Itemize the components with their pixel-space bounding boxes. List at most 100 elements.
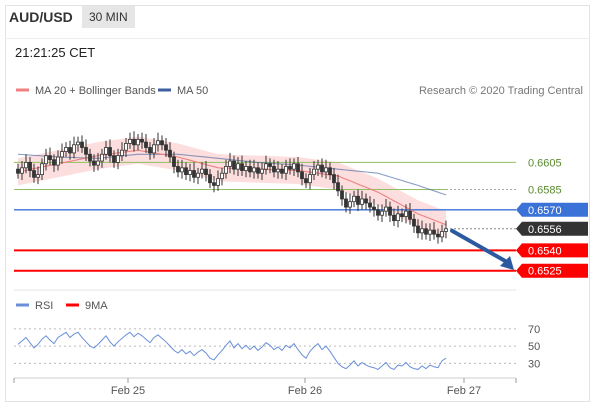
candle-body [392,214,396,222]
candle-body [336,182,340,192]
candle-body [44,155,48,165]
candle-body [444,228,448,232]
x-tick-label: Feb 25 [111,385,145,397]
candle-body [380,210,384,216]
candle-body [268,163,272,167]
candle-body [120,149,124,157]
candle-body [352,195,356,203]
price-legend: MA 20 + Bollinger Bands MA 50 [16,85,208,97]
candle-body [128,138,132,144]
level-tag-0.6570 [516,202,588,217]
candle-body [372,206,376,211]
candle-body [236,163,240,170]
candle-body [92,160,96,166]
candle-body [172,156,176,167]
level-label-0.6525: 0.6525 [528,266,562,278]
x-tick-label: Feb 26 [288,385,322,397]
candle-body [68,147,72,154]
candle-body [308,174,312,184]
candle-body [196,172,200,178]
candle-body [112,155,116,163]
candle-body [360,198,364,205]
candle-body [108,147,112,157]
candle-body [184,167,188,175]
candle-body [148,147,152,154]
time-label: 21:21:25 CET [15,45,96,60]
candle-body [164,144,168,151]
candle-body [364,198,368,204]
candlesticks [16,131,448,244]
candle-body [64,147,68,152]
candle-body [228,160,232,167]
candle-body [248,166,252,173]
candle-body [280,168,284,174]
x-axis: Feb 25 Feb 26 Feb 27 [13,377,517,397]
candle-body [72,144,76,154]
candle-body [212,182,216,186]
candle-body [256,167,260,174]
level-label-0.6556: 0.6556 [528,224,562,236]
candle-body [56,156,60,166]
timeframe-button[interactable]: 30 MIN [82,6,135,28]
candle-body [264,163,268,170]
candle-body [408,210,412,220]
candle-body [216,178,220,186]
candle-body [424,228,428,235]
candle-body [440,231,444,238]
candle-body [428,229,432,235]
candle-body [276,168,280,173]
level-label-0.6540: 0.6540 [528,245,562,257]
candle-body [412,218,416,227]
candle-body [144,141,148,148]
candle-body [368,202,372,208]
candle-body [100,153,104,162]
rsi-line [17,331,447,370]
candle-body [160,140,164,146]
candle-body [96,160,100,166]
candle-body [24,162,28,169]
legend-9ma-label: 9MA [85,300,108,312]
candle-body [76,141,80,146]
candle-body [396,213,400,222]
rsi-gridlines: 70 50 30 [14,324,540,370]
candle-body [20,167,24,174]
candle-body [28,162,32,171]
symbol-label: AUD/USD [9,9,73,25]
candle-body [140,138,144,143]
candle-body [200,168,204,174]
candle-body [324,167,328,173]
level-tag-0.6525 [516,263,588,278]
candle-body [132,138,136,146]
candle-body [40,163,44,175]
candle-body [340,190,344,200]
rsi-tick-30: 30 [528,358,540,370]
candle-body [288,166,292,170]
candle-body [204,168,208,175]
candle-body [168,149,172,158]
candle-body [188,170,192,175]
candle-body [432,229,436,235]
candle-body [192,170,196,178]
candle-body [388,206,392,216]
candle-body [32,170,36,178]
chart-frame [5,5,590,402]
candle-body [356,195,360,205]
candle-body [320,164,324,173]
candle-body [48,155,52,161]
x-tick-label: Feb 27 [447,385,481,397]
candle-body [348,201,352,208]
candle-body [88,153,92,162]
rsi-tick-50: 50 [528,341,540,353]
candle-body [180,167,184,173]
candle-body [316,164,320,170]
candle-body [416,225,420,234]
legend-ma50-label: MA 50 [177,85,208,97]
candle-body [244,166,248,171]
candle-body [136,138,140,146]
price-plot-area [14,115,516,287]
candle-body [304,178,308,184]
candle-body [52,159,56,166]
candle-body [156,140,160,146]
candle-body [124,143,128,151]
